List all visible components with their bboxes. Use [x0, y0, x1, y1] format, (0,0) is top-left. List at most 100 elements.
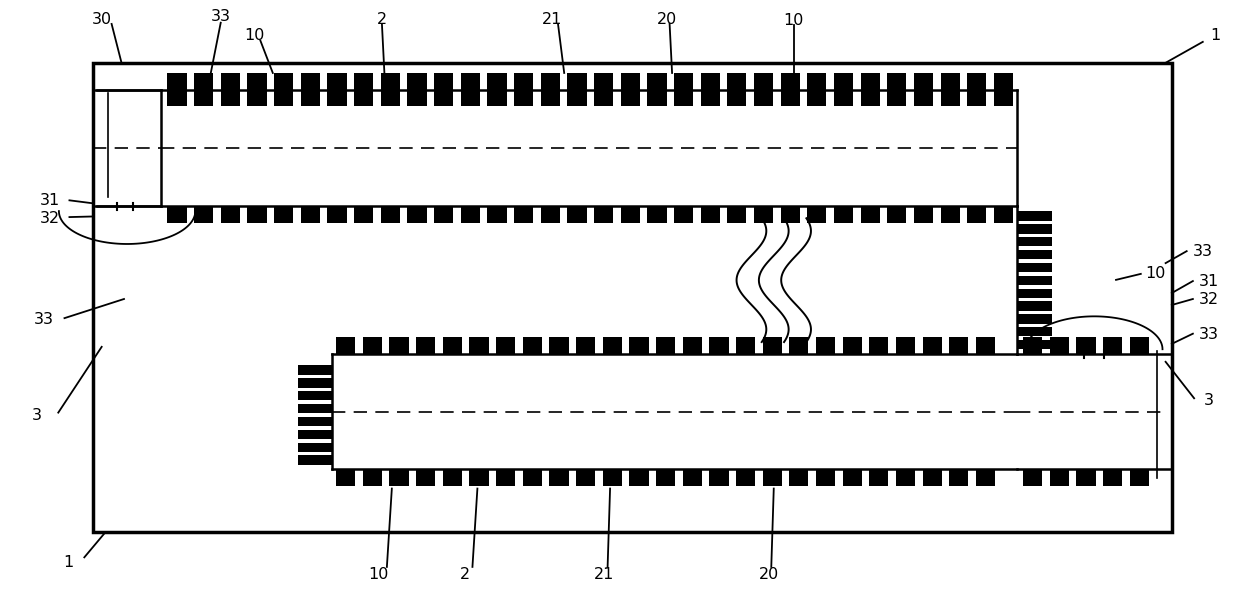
- Bar: [1130, 469, 1148, 486]
- Bar: [577, 337, 595, 354]
- Text: 1: 1: [1210, 28, 1220, 44]
- Bar: [336, 469, 356, 486]
- Bar: [737, 337, 755, 354]
- Bar: [443, 337, 463, 354]
- Text: 10: 10: [784, 13, 804, 28]
- Bar: [763, 337, 781, 354]
- Bar: [381, 73, 399, 90]
- Bar: [1017, 263, 1052, 272]
- Bar: [675, 90, 693, 106]
- Bar: [675, 206, 693, 223]
- Bar: [807, 90, 826, 106]
- Bar: [789, 337, 808, 354]
- Bar: [515, 90, 533, 106]
- Bar: [568, 73, 587, 90]
- Bar: [434, 73, 454, 90]
- Bar: [247, 206, 267, 223]
- Bar: [221, 90, 241, 106]
- Bar: [523, 469, 542, 486]
- Text: 3: 3: [1204, 393, 1214, 408]
- Bar: [541, 73, 560, 90]
- Text: 33: 33: [1199, 327, 1219, 343]
- Bar: [807, 206, 826, 223]
- Bar: [914, 73, 932, 90]
- Bar: [274, 206, 293, 223]
- Bar: [940, 206, 960, 223]
- Bar: [1076, 337, 1096, 354]
- Bar: [487, 206, 507, 223]
- Bar: [274, 90, 293, 106]
- Bar: [833, 206, 853, 223]
- Bar: [381, 206, 399, 223]
- Bar: [298, 417, 332, 426]
- Bar: [754, 90, 774, 106]
- Bar: [630, 337, 649, 354]
- Bar: [487, 73, 507, 90]
- Bar: [727, 73, 746, 90]
- Bar: [327, 90, 346, 106]
- Bar: [327, 206, 346, 223]
- Text: 33: 33: [211, 9, 231, 25]
- Bar: [940, 73, 960, 90]
- Bar: [193, 206, 213, 223]
- Text: 30: 30: [92, 11, 112, 27]
- Bar: [298, 443, 332, 452]
- Bar: [461, 206, 480, 223]
- Bar: [647, 90, 667, 106]
- Text: 2: 2: [377, 11, 387, 27]
- Bar: [298, 456, 332, 465]
- Bar: [833, 73, 853, 90]
- Bar: [976, 337, 994, 354]
- Bar: [1017, 276, 1052, 285]
- Text: 21: 21: [594, 566, 614, 582]
- Bar: [1017, 289, 1052, 298]
- Bar: [568, 90, 587, 106]
- Bar: [807, 73, 826, 90]
- Bar: [461, 90, 480, 106]
- Bar: [407, 90, 427, 106]
- Bar: [967, 90, 986, 106]
- Text: 20: 20: [657, 11, 677, 27]
- Bar: [594, 90, 614, 106]
- Bar: [470, 469, 489, 486]
- Bar: [781, 90, 800, 106]
- Bar: [298, 378, 332, 388]
- Bar: [594, 73, 614, 90]
- Bar: [993, 73, 1013, 90]
- Bar: [568, 206, 587, 223]
- Bar: [621, 206, 640, 223]
- Bar: [1017, 237, 1052, 246]
- Bar: [923, 337, 941, 354]
- Bar: [221, 206, 241, 223]
- Bar: [336, 337, 356, 354]
- Bar: [300, 206, 320, 223]
- Bar: [300, 90, 320, 106]
- Bar: [1130, 337, 1148, 354]
- Bar: [647, 73, 667, 90]
- Bar: [300, 73, 320, 90]
- Bar: [861, 206, 879, 223]
- Bar: [967, 73, 986, 90]
- Bar: [861, 73, 879, 90]
- Bar: [221, 73, 241, 90]
- Bar: [381, 90, 399, 106]
- Bar: [389, 337, 409, 354]
- Text: 31: 31: [40, 193, 60, 208]
- Bar: [603, 337, 622, 354]
- Bar: [683, 337, 702, 354]
- Bar: [940, 90, 960, 106]
- Bar: [701, 206, 719, 223]
- Bar: [274, 73, 293, 90]
- Bar: [737, 469, 755, 486]
- Text: 3: 3: [32, 408, 42, 423]
- Bar: [443, 469, 463, 486]
- Bar: [363, 469, 382, 486]
- Text: 1: 1: [63, 554, 73, 570]
- Bar: [407, 73, 427, 90]
- Bar: [895, 337, 915, 354]
- Text: 10: 10: [244, 28, 264, 44]
- Bar: [434, 90, 454, 106]
- Bar: [621, 73, 640, 90]
- Bar: [1017, 340, 1052, 349]
- Bar: [976, 469, 994, 486]
